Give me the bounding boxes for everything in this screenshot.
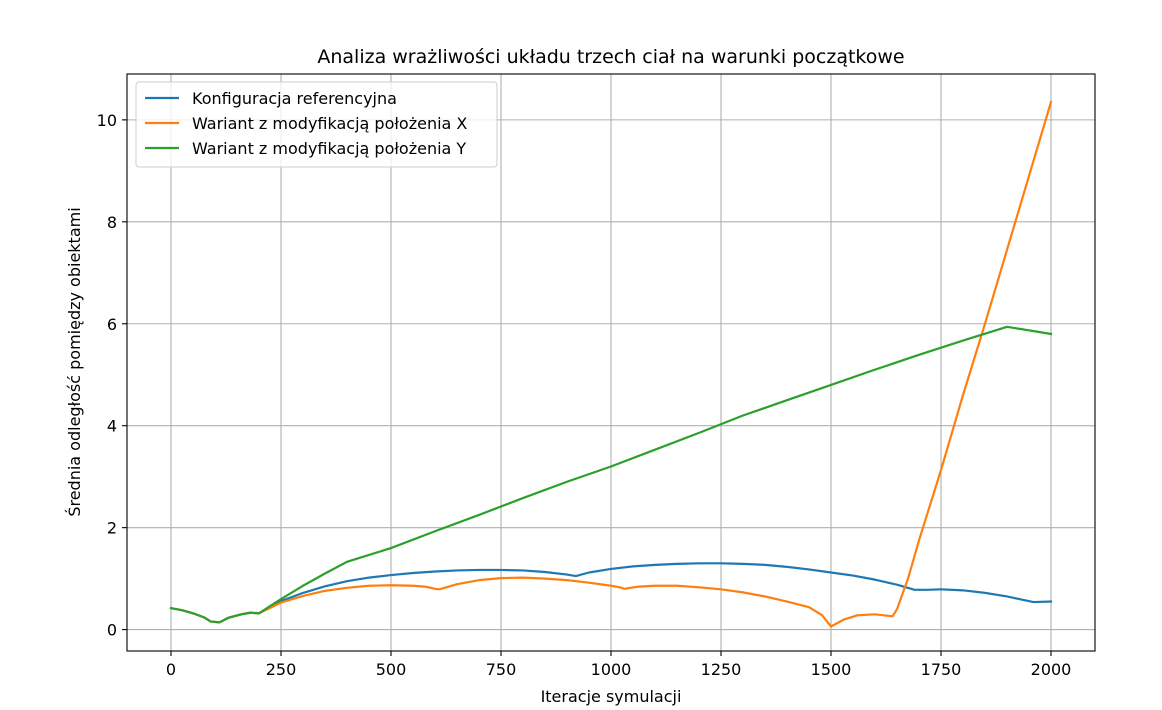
y-tick-label: 4 — [107, 417, 117, 436]
x-tick-label: 1250 — [701, 660, 742, 679]
x-tick-label: 1000 — [591, 660, 632, 679]
axis-ticks: 0 250 500 750 1000 1250 1500 1750 2000 0 2 4 6 8 10 — [97, 111, 1072, 679]
series-lines — [169, 100, 1053, 628]
x-tick-label: 750 — [486, 660, 517, 679]
y-tick-label: 10 — [97, 111, 117, 130]
legend: Konfiguracja referencyjna Wariant z modyf… — [135, 81, 498, 168]
legend-entry-2: Wariant z modyfikacją położenia X — [192, 114, 467, 133]
y-tick-label: 6 — [107, 315, 117, 334]
gridlines — [127, 74, 1095, 651]
y-tick-label: 8 — [107, 213, 117, 232]
x-tick-label: 500 — [376, 660, 407, 679]
x-tick-label: 1500 — [811, 660, 852, 679]
y-tick-label: 2 — [107, 519, 117, 538]
legend-entry-1: Konfiguracja referencyjna — [192, 89, 397, 108]
x-tick-label: 0 — [166, 660, 176, 679]
legend-box — [135, 81, 498, 168]
legend-entry-3: Wariant z modyfikacją położenia Y — [192, 139, 466, 158]
y-axis-label: Średnia odległość pomiędzy obiektami — [65, 207, 84, 516]
chart-title: Analiza wrażliwości układu trzech ciał n… — [317, 46, 904, 68]
y-tick-label: 0 — [107, 621, 117, 640]
x-tick-label: 1750 — [921, 660, 962, 679]
series-line-3 — [169, 325, 1053, 624]
x-tick-label: 250 — [266, 660, 297, 679]
x-tick-label: 2000 — [1031, 660, 1072, 679]
x-axis-label: Iteracje symulacji — [541, 687, 682, 706]
